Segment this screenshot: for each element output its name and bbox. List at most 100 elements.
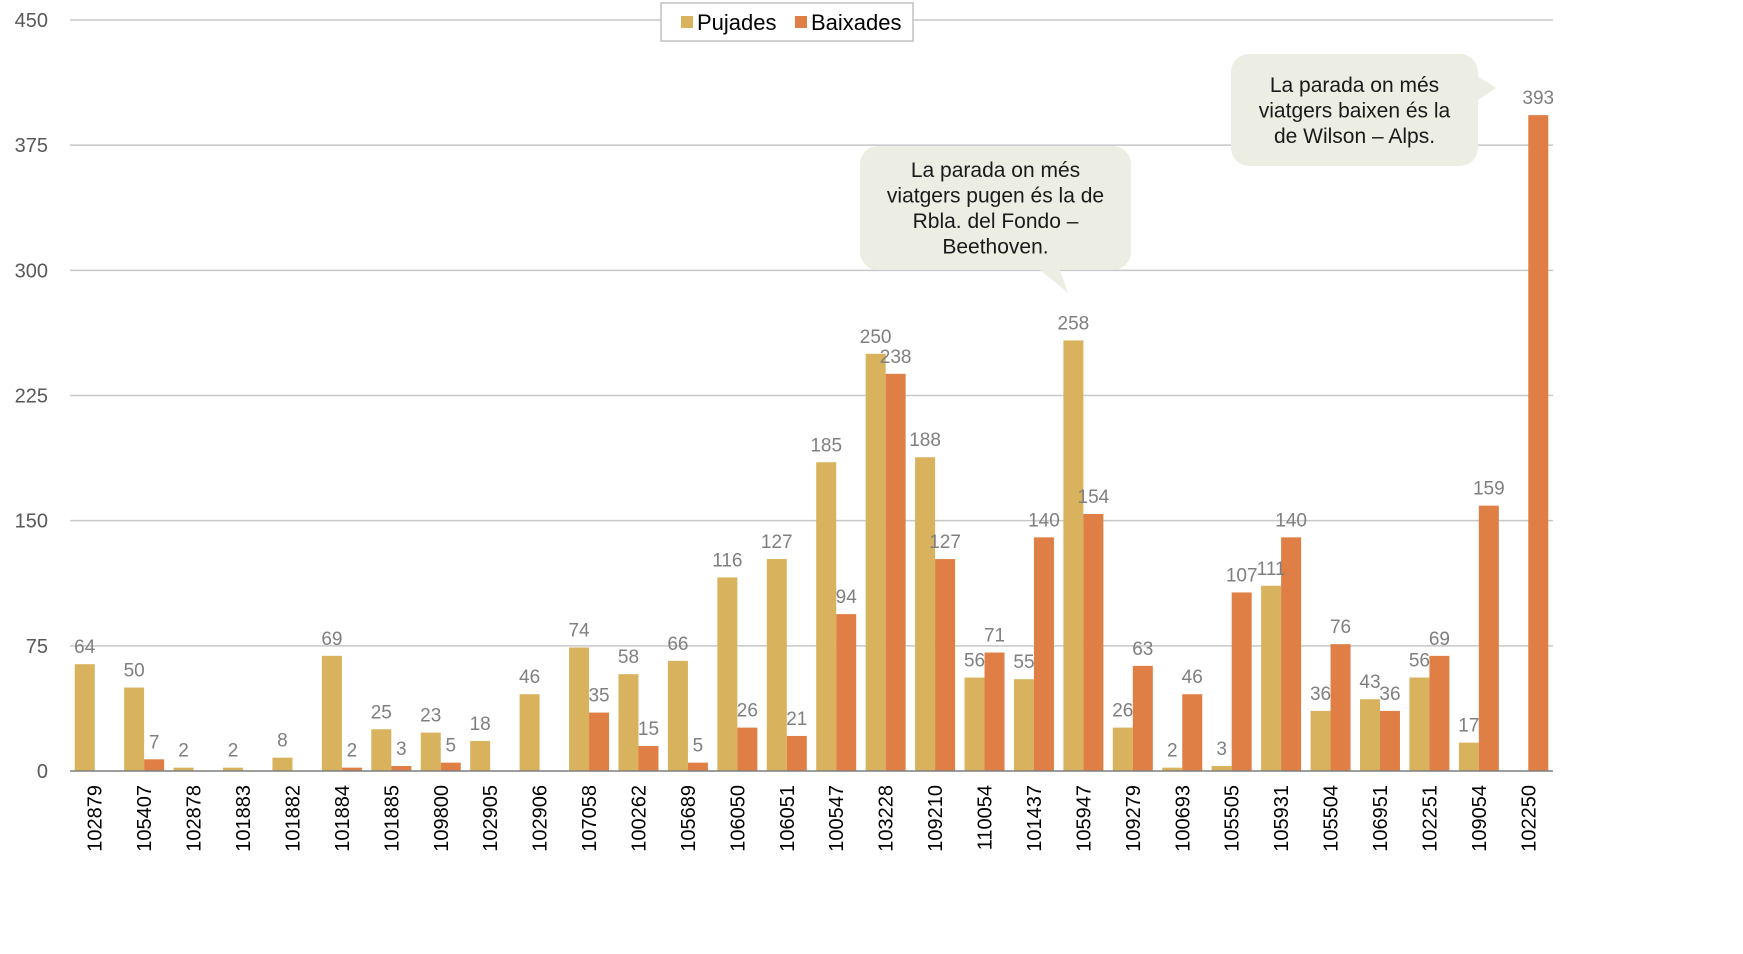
x-tick-label: 101885: [381, 785, 403, 852]
bar-baixades: [1083, 513, 1104, 771]
callout-text-line: Rbla. del Fondo –: [913, 210, 1079, 233]
data-label-baixades: 36: [1379, 684, 1400, 705]
data-label-pujades: 64: [74, 637, 96, 658]
data-label-pujades: 2: [228, 741, 239, 762]
data-label-pujades: 46: [519, 667, 540, 688]
x-tick-label: 103228: [876, 785, 898, 852]
bar-baixades: [1330, 644, 1351, 771]
data-label-pujades: 56: [964, 651, 985, 672]
bar-pujades: [223, 767, 244, 771]
data-label-pujades: 17: [1458, 716, 1479, 737]
callout-text-line: de Wilson – Alps.: [1274, 125, 1435, 148]
bar-pujades: [1359, 699, 1380, 771]
legend-label-baixades: Baixades: [811, 10, 902, 35]
x-tick-label: 102879: [85, 785, 107, 852]
data-label-pujades: 66: [667, 634, 688, 655]
data-label-baixades: 140: [1028, 510, 1060, 531]
data-label-pujades: 43: [1359, 672, 1380, 693]
data-label-pujades: 36: [1310, 684, 1331, 705]
x-tick-label: 105689: [678, 785, 700, 852]
bar-pujades: [1063, 340, 1084, 771]
x-tick-label: 101883: [233, 785, 255, 852]
x-tick-label: 109054: [1469, 785, 1491, 852]
bar-pujades: [915, 457, 936, 771]
x-tick-label: 102905: [480, 785, 502, 852]
data-label-pujades: 8: [277, 731, 288, 752]
bar-baixades: [440, 762, 461, 771]
x-tick-label: 102251: [1419, 785, 1441, 852]
bar-pujades: [1458, 742, 1479, 771]
data-label-baixades: 5: [693, 736, 704, 757]
data-label-pujades: 69: [321, 629, 342, 650]
legend-swatch-baixades: [795, 16, 807, 28]
x-tick-label: 109210: [925, 785, 947, 852]
bar-pujades: [1409, 677, 1430, 771]
data-label-baixades: 127: [929, 532, 961, 553]
data-label-pujades: 111: [1257, 559, 1286, 580]
legend-label-pujades: Pujades: [697, 10, 777, 35]
x-tick-label: 105931: [1271, 785, 1293, 852]
bars: [74, 115, 1549, 772]
bar-pujades: [1162, 767, 1183, 771]
bar-baixades: [1429, 655, 1450, 771]
bar-baixades: [391, 765, 412, 771]
bar-pujades: [371, 729, 392, 771]
bar-baixades: [1033, 537, 1054, 771]
data-label-pujades: 185: [810, 435, 842, 456]
bar-baixades: [737, 727, 758, 771]
bar-pujades: [816, 462, 837, 771]
callout-box: [860, 146, 1131, 270]
bar-baixades: [341, 767, 362, 771]
bar-pujades: [1013, 679, 1034, 771]
bar-baixades: [144, 759, 165, 771]
x-tick-label: 109800: [431, 785, 453, 852]
callout-text-line: La parada on més: [911, 159, 1080, 182]
legend-box: [660, 2, 914, 42]
y-tick-label: 225: [15, 386, 48, 408]
data-label-pujades: 18: [470, 714, 491, 735]
data-label-baixades: 154: [1078, 487, 1110, 508]
data-label-baixades: 15: [638, 719, 659, 740]
bar-baixades: [1231, 592, 1252, 771]
y-axis-ticks: 0 75 150 225 300 375 450: [15, 10, 48, 783]
bar-baixades: [589, 712, 610, 771]
data-label-baixades: 7: [149, 732, 160, 753]
bar-baixades: [1478, 505, 1499, 771]
callout-text-line: Beethoven.: [942, 236, 1048, 259]
x-tick-label: 100547: [826, 785, 848, 852]
x-tick-label: 106951: [1370, 785, 1392, 852]
data-label-baixades: 71: [984, 626, 1005, 647]
data-label-pujades: 58: [618, 647, 639, 668]
x-axis-ticks: 102879 105407 102878 101883 101882 101884 1018…: [85, 785, 1541, 852]
y-tick-label: 450: [15, 10, 48, 32]
y-tick-label: 0: [37, 761, 48, 783]
bar-pujades: [1112, 727, 1133, 771]
bar-baixades: [687, 762, 708, 771]
data-label-pujades: 188: [909, 430, 941, 451]
data-label-pujades: 56: [1409, 651, 1430, 672]
data-label-pujades: 3: [1216, 739, 1227, 760]
x-tick-label: 105947: [1073, 785, 1095, 852]
callout-bubble: La parada on més viatgers baixen és lade …: [1231, 54, 1496, 166]
bar-pujades: [74, 664, 95, 771]
x-tick-label: 101884: [332, 785, 354, 852]
bar-pujades: [717, 577, 738, 771]
bar-baixades: [786, 735, 807, 771]
bar-pujades: [667, 660, 688, 771]
x-tick-label: 105505: [1222, 785, 1244, 852]
callout-text-line: La parada on més: [1270, 74, 1439, 97]
bar-pujades: [272, 757, 293, 771]
data-label-baixades: 94: [836, 587, 858, 608]
data-label-pujades: 23: [420, 706, 441, 727]
legend: Pujades Baixades: [660, 2, 914, 42]
bar-baixades: [1132, 665, 1153, 771]
bar-pujades: [766, 559, 787, 771]
x-tick-label: 106051: [777, 785, 799, 852]
x-tick-label: 102878: [184, 785, 206, 852]
bar-pujades: [470, 740, 491, 771]
data-label-pujades: 258: [1058, 313, 1090, 334]
data-label-pujades: 74: [568, 621, 590, 642]
bar-baixades: [1182, 694, 1203, 771]
callout-box: [1231, 54, 1478, 166]
